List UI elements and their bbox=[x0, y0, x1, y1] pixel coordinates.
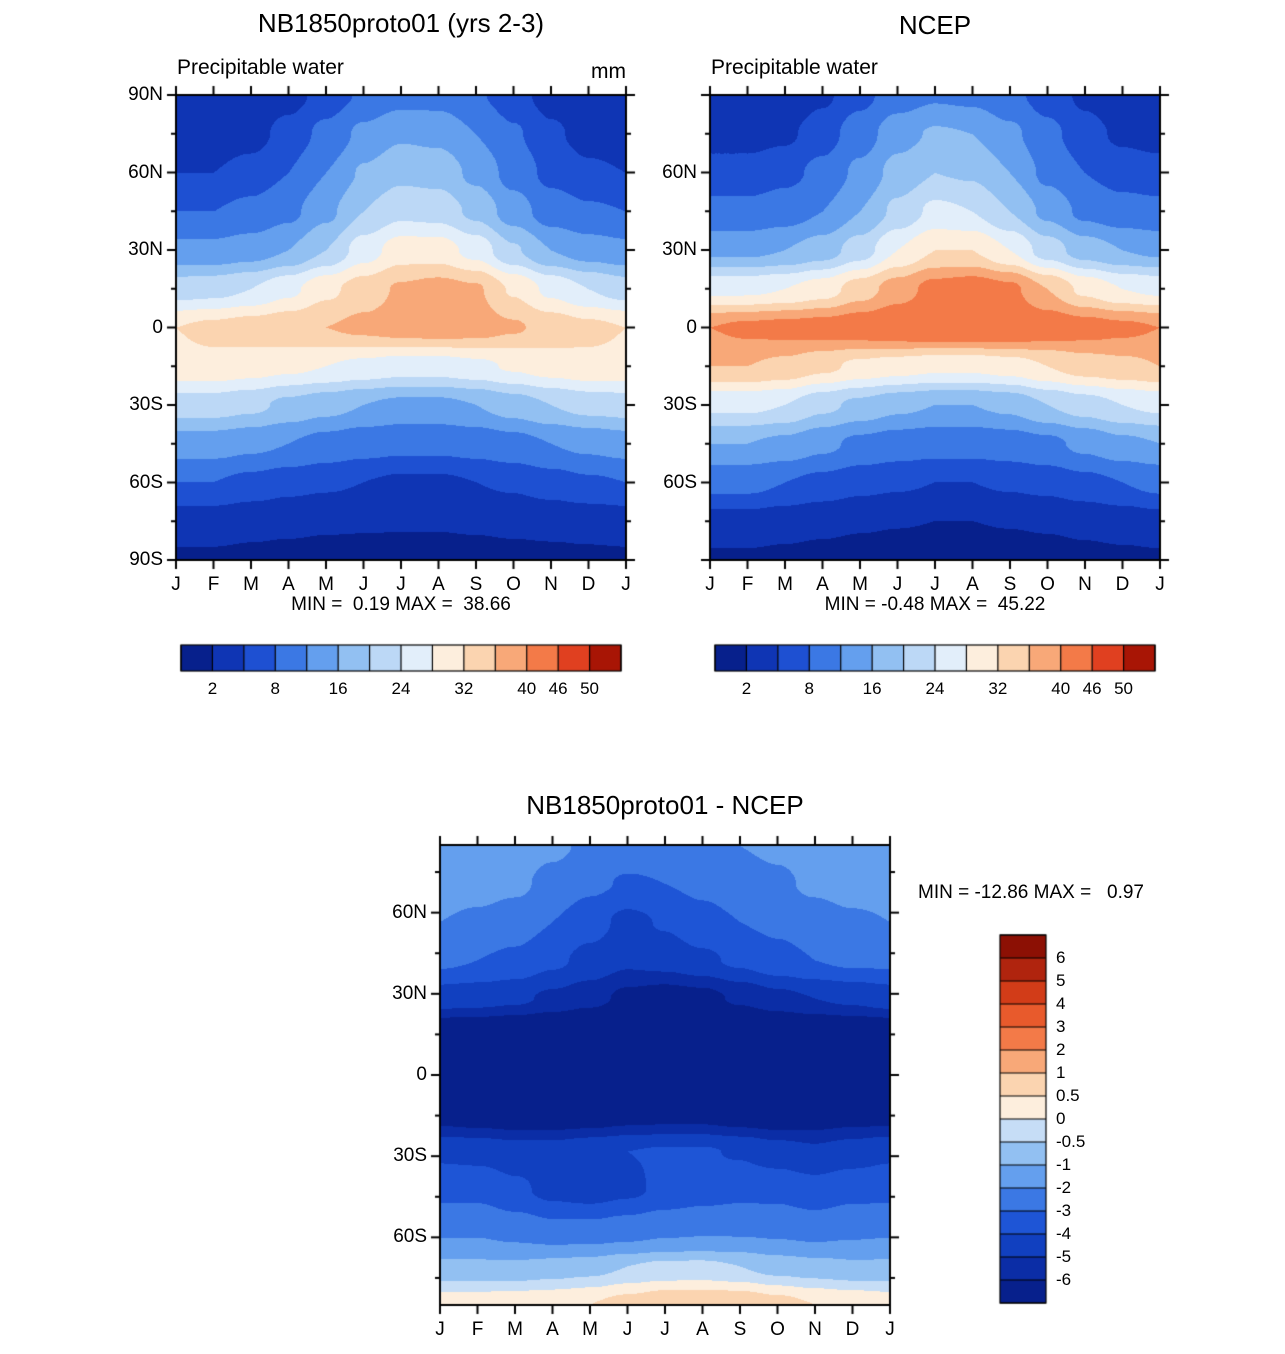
colorbar-tick-label: 2 bbox=[1056, 1040, 1066, 1059]
x-tick-label: S bbox=[469, 574, 483, 595]
x-tick-label: D bbox=[1115, 574, 1130, 595]
y-tick-label: 60N bbox=[392, 901, 427, 923]
x-tick-label: J bbox=[621, 574, 631, 595]
colorbar-tick-label: 24 bbox=[391, 679, 411, 698]
x-tick-label: J bbox=[396, 574, 406, 595]
panel2-title: NCEP bbox=[898, 10, 972, 40]
colorbar-tick-label: 1 bbox=[1056, 1063, 1066, 1082]
y-tick-label: 60N bbox=[662, 161, 697, 183]
x-tick-label: M bbox=[582, 1319, 598, 1340]
x-tick-label: A bbox=[816, 574, 829, 595]
colorbar-tick-label: 16 bbox=[862, 679, 882, 698]
x-tick-label: J bbox=[435, 1319, 445, 1340]
x-tick-label: D bbox=[581, 574, 596, 595]
x-tick-label: J bbox=[358, 574, 369, 595]
x-tick-label: J bbox=[885, 1319, 895, 1340]
x-tick-label: F bbox=[471, 1319, 484, 1340]
x-tick-label: F bbox=[741, 574, 754, 595]
y-tick-label: 0 bbox=[152, 316, 163, 338]
y-tick-label: 30N bbox=[128, 239, 163, 260]
x-tick-label: O bbox=[770, 1319, 785, 1340]
y-tick-label: 30N bbox=[392, 982, 427, 1004]
colorbar-tick-label: 46 bbox=[548, 679, 568, 698]
x-tick-label: O bbox=[1040, 574, 1055, 595]
panel1-units-label: mm bbox=[591, 60, 626, 83]
colorbar-tick-label: 46 bbox=[1082, 679, 1102, 698]
x-tick-label: A bbox=[546, 1319, 559, 1340]
colorbar-tick-label: -3 bbox=[1056, 1201, 1072, 1220]
colorbar-tick-label: 32 bbox=[988, 679, 1008, 698]
y-tick-label: 60N bbox=[128, 161, 163, 183]
x-tick-label: J bbox=[660, 1319, 670, 1340]
panel3-title: NB1850proto01 - NCEP bbox=[526, 790, 804, 820]
x-tick-label: A bbox=[282, 574, 295, 595]
x-tick-label: M bbox=[507, 1319, 523, 1340]
x-tick-label: J bbox=[705, 574, 715, 595]
x-tick-label: S bbox=[1003, 574, 1017, 595]
x-tick-label: N bbox=[544, 574, 558, 595]
colorbar-tick-label: -1 bbox=[1056, 1155, 1072, 1174]
panel2-minmax-label: MIN = -0.48 MAX = 45.22 bbox=[824, 594, 1046, 615]
colorbar-tick-label: 16 bbox=[328, 679, 348, 698]
x-tick-label: A bbox=[696, 1319, 709, 1340]
colorbar-tick-label: -5 bbox=[1056, 1247, 1072, 1266]
y-tick-label: 30N bbox=[662, 239, 697, 260]
colorbar-tick-label: 50 bbox=[580, 679, 600, 698]
colorbar-tick-label: 5 bbox=[1056, 971, 1066, 990]
colorbar-tick-label: 50 bbox=[1114, 679, 1134, 698]
colorbar-tick-label: 4 bbox=[1056, 994, 1066, 1013]
panel2-field-label: Precipitable water bbox=[711, 56, 878, 79]
x-tick-label: O bbox=[506, 574, 521, 595]
x-tick-label: M bbox=[318, 574, 334, 595]
x-tick-label: M bbox=[243, 574, 259, 595]
y-tick-label: 60S bbox=[393, 1226, 427, 1248]
panel3-minmax-label: MIN = -12.86 MAX = 0.97 bbox=[918, 882, 1144, 903]
colorbar-tick-label: 2 bbox=[741, 679, 752, 698]
colorbar-tick-label: 8 bbox=[804, 679, 815, 698]
y-tick-label: 90S bbox=[129, 549, 163, 570]
x-tick-label: S bbox=[733, 1319, 747, 1340]
x-tick-label: D bbox=[845, 1319, 860, 1340]
panel1-title: NB1850proto01 (yrs 2-3) bbox=[257, 8, 545, 38]
colorbar-tick-label: 40 bbox=[517, 679, 537, 698]
y-tick-label: 0 bbox=[686, 316, 697, 338]
colorbar-tick-label: 0 bbox=[1056, 1109, 1066, 1128]
colorbar-tick-label: 32 bbox=[454, 679, 474, 698]
y-tick-label: 60S bbox=[129, 471, 163, 493]
x-tick-label: J bbox=[892, 574, 903, 595]
x-tick-label: M bbox=[777, 574, 793, 595]
panel1-field-label: Precipitable water bbox=[177, 56, 344, 79]
x-tick-label: A bbox=[966, 574, 979, 595]
x-tick-label: F bbox=[207, 574, 220, 595]
panel1-minmax-label: MIN = 0.19 MAX = 38.66 bbox=[291, 594, 511, 615]
x-tick-label: N bbox=[808, 1319, 822, 1340]
y-tick-label: 60S bbox=[663, 471, 697, 493]
colorbar-tick-label: -2 bbox=[1056, 1178, 1072, 1197]
colorbar-tick-label: -0.5 bbox=[1056, 1132, 1086, 1151]
y-tick-label: 30S bbox=[129, 394, 163, 415]
x-tick-label: N bbox=[1078, 574, 1092, 595]
y-tick-label: 0 bbox=[416, 1064, 427, 1085]
x-tick-label: J bbox=[1155, 574, 1165, 595]
x-tick-label: J bbox=[622, 1319, 633, 1340]
colorbar-tick-label: 0.5 bbox=[1056, 1086, 1080, 1105]
colorbar-tick-label: 8 bbox=[270, 679, 281, 698]
colorbar-tick-label: -4 bbox=[1056, 1224, 1072, 1243]
colorbar-tick-label: 24 bbox=[925, 679, 945, 698]
colorbar-tick-label: 6 bbox=[1056, 948, 1066, 967]
colorbar-tick-label: 3 bbox=[1056, 1017, 1066, 1036]
y-tick-label: 30S bbox=[393, 1145, 427, 1167]
colorbar-tick-label: -6 bbox=[1056, 1270, 1072, 1289]
colorbar-tick-label: 40 bbox=[1051, 679, 1071, 698]
y-tick-label: 30S bbox=[663, 394, 697, 415]
y-tick-label: 90N bbox=[128, 84, 163, 105]
x-tick-label: M bbox=[852, 574, 868, 595]
x-tick-label: A bbox=[432, 574, 445, 595]
x-tick-label: J bbox=[930, 574, 940, 595]
colorbar-tick-label: 2 bbox=[207, 679, 218, 698]
x-tick-label: J bbox=[171, 574, 181, 595]
